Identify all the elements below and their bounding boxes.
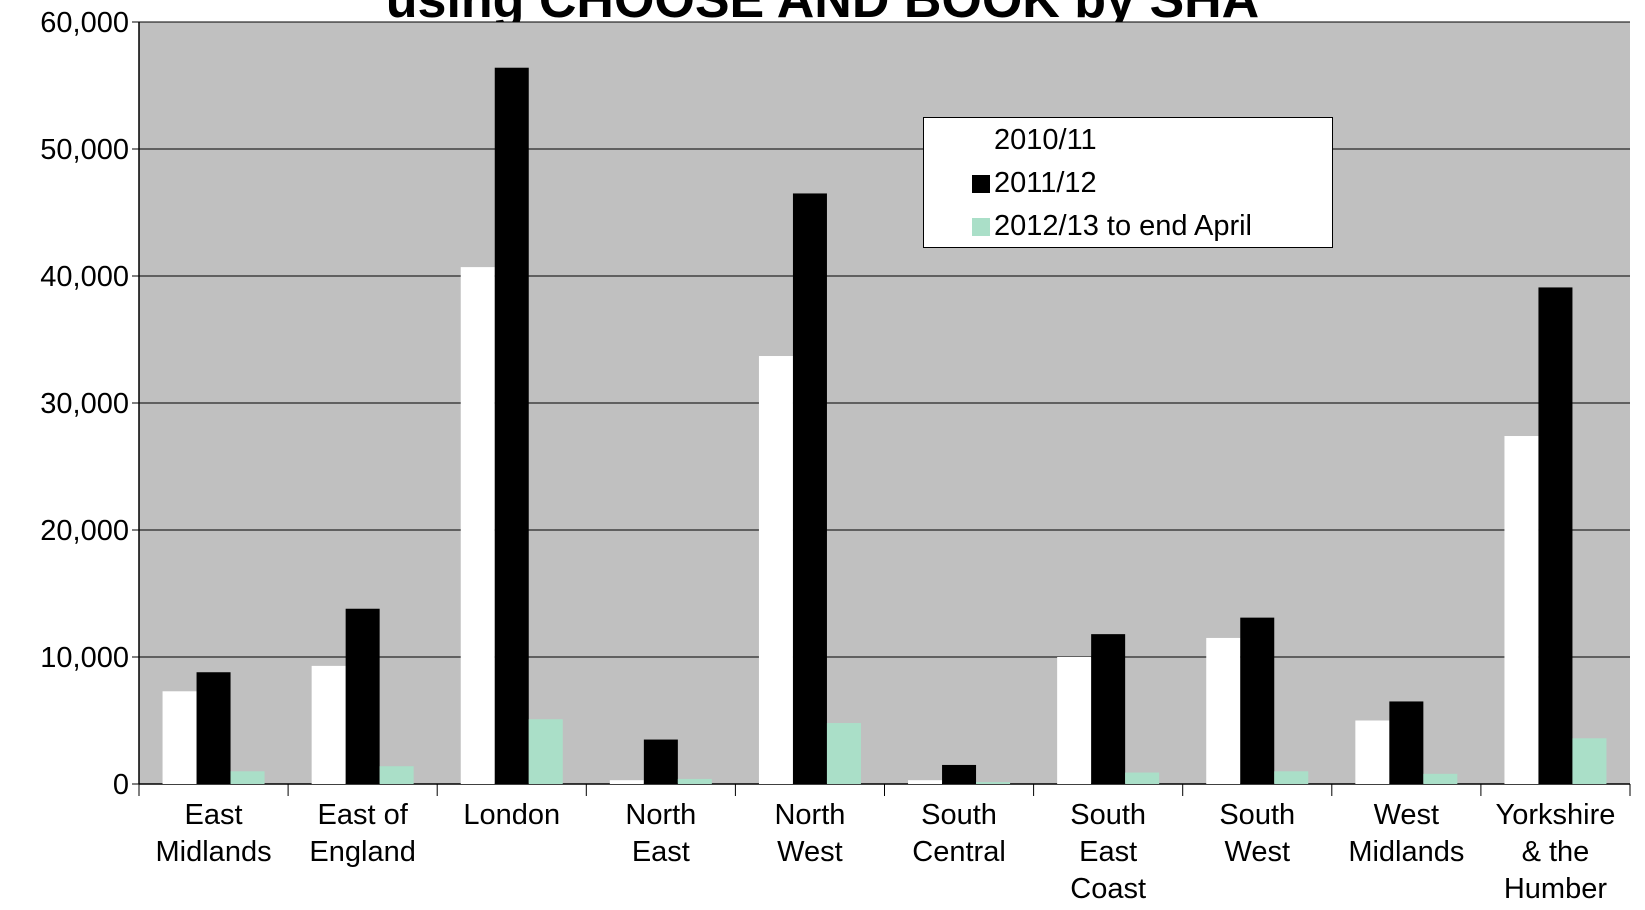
legend: 2010/11 2011/12 2012/13 to end April (923, 117, 1333, 248)
bar-2-9 (1389, 701, 1424, 784)
legend-swatch-series-2 (972, 174, 990, 193)
legend-label-series-2: 2011/12 (994, 167, 1097, 199)
x-tick-label: East of England (309, 799, 415, 868)
bar-3-8 (1274, 771, 1309, 784)
x-tick-label: North West (774, 799, 845, 868)
y-tick-label: 60,000 (40, 7, 129, 39)
bar-3-9 (1423, 773, 1458, 784)
bar-3-4 (677, 778, 712, 784)
bar-1-3 (460, 267, 495, 784)
y-tick-label: 20,000 (40, 515, 129, 547)
legend-swatch-series-1 (972, 131, 990, 150)
bar-3-5 (826, 723, 861, 784)
bar-1-4 (609, 780, 644, 784)
bar-2-8 (1240, 617, 1275, 784)
x-tick-label: South West (1219, 799, 1295, 868)
bar-2-10 (1538, 287, 1573, 784)
y-tick-label: 0 (113, 769, 129, 801)
bar-2-4 (643, 739, 678, 784)
bar-1-8 (1206, 637, 1241, 784)
bar-1-6 (908, 780, 943, 784)
legend-swatch-series-3 (972, 217, 990, 236)
bar-1-7 (1057, 657, 1092, 784)
legend-label-series-1: 2010/11 (994, 124, 1097, 156)
bar-3-1 (230, 771, 265, 784)
bar-2-2 (345, 608, 380, 784)
bar-1-2 (311, 665, 346, 784)
bar-2-5 (792, 193, 827, 784)
bar-1-5 (758, 356, 793, 784)
bar-3-3 (528, 719, 563, 784)
bar-1-10 (1504, 436, 1539, 784)
bar-1-9 (1355, 720, 1390, 784)
bar-3-2 (379, 766, 414, 784)
x-tick-label: Yorkshire & the Humber (1496, 799, 1616, 905)
bar-3-7 (1125, 772, 1160, 784)
bar-2-1 (196, 672, 231, 784)
x-tick-label: South East Coast (1070, 799, 1146, 905)
x-tick-label: South Central (912, 799, 1006, 868)
legend-label-series-3: 2012/13 to end April (994, 210, 1252, 242)
bar-3-10 (1572, 738, 1607, 784)
x-tick-label: East Midlands (156, 799, 272, 868)
legend-item-series-1: 2010/11 (972, 124, 1097, 157)
legend-item-series-2: 2011/12 (972, 167, 1097, 200)
bar-3-6 (976, 782, 1011, 784)
x-tick-label: London (463, 799, 560, 831)
legend-item-series-3: 2012/13 to end April (972, 210, 1252, 243)
y-tick-label: 40,000 (40, 261, 129, 293)
bar-2-7 (1091, 634, 1126, 784)
x-tick-label: West Midlands (1348, 799, 1464, 868)
y-tick-label: 10,000 (40, 642, 129, 674)
x-tick-label: North East (625, 799, 696, 868)
bar-2-3 (494, 67, 529, 785)
y-tick-label: 50,000 (40, 134, 129, 166)
y-tick-label: 30,000 (40, 388, 129, 420)
bar-1-1 (162, 691, 197, 784)
bar-2-6 (942, 764, 977, 784)
